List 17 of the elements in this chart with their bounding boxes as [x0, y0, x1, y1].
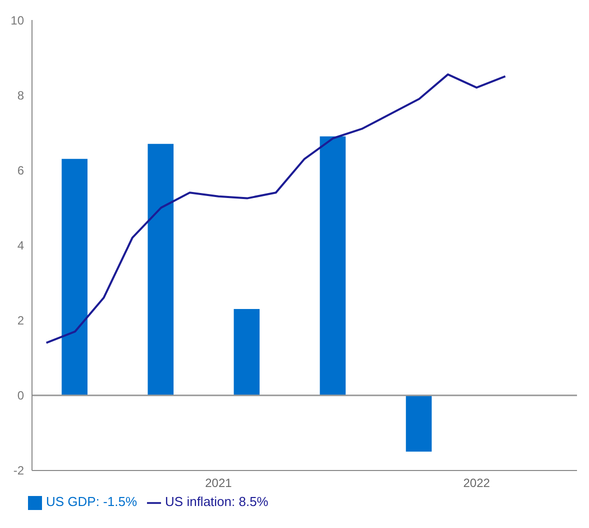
bar	[320, 136, 346, 396]
y-tick-label: 0	[17, 388, 24, 403]
bar	[234, 309, 260, 396]
x-tick-label: 2021	[205, 476, 232, 490]
y-tick-label: -2	[13, 464, 24, 478]
bar	[406, 395, 432, 452]
y-tick-label: 10	[10, 13, 24, 28]
line-series	[45, 73, 506, 344]
legend-label: US inflation: 8.5%	[165, 494, 268, 510]
y-tick-label: 8	[17, 88, 24, 102]
bar	[62, 158, 88, 396]
legend-label: US GDP: -1.5%	[46, 494, 138, 510]
y-tick-label: 4	[17, 238, 24, 252]
y-tick-label: 2	[17, 314, 24, 328]
y-tick-label: 6	[17, 163, 24, 178]
bar	[148, 144, 174, 396]
x-tick-label: 2022	[463, 476, 490, 490]
